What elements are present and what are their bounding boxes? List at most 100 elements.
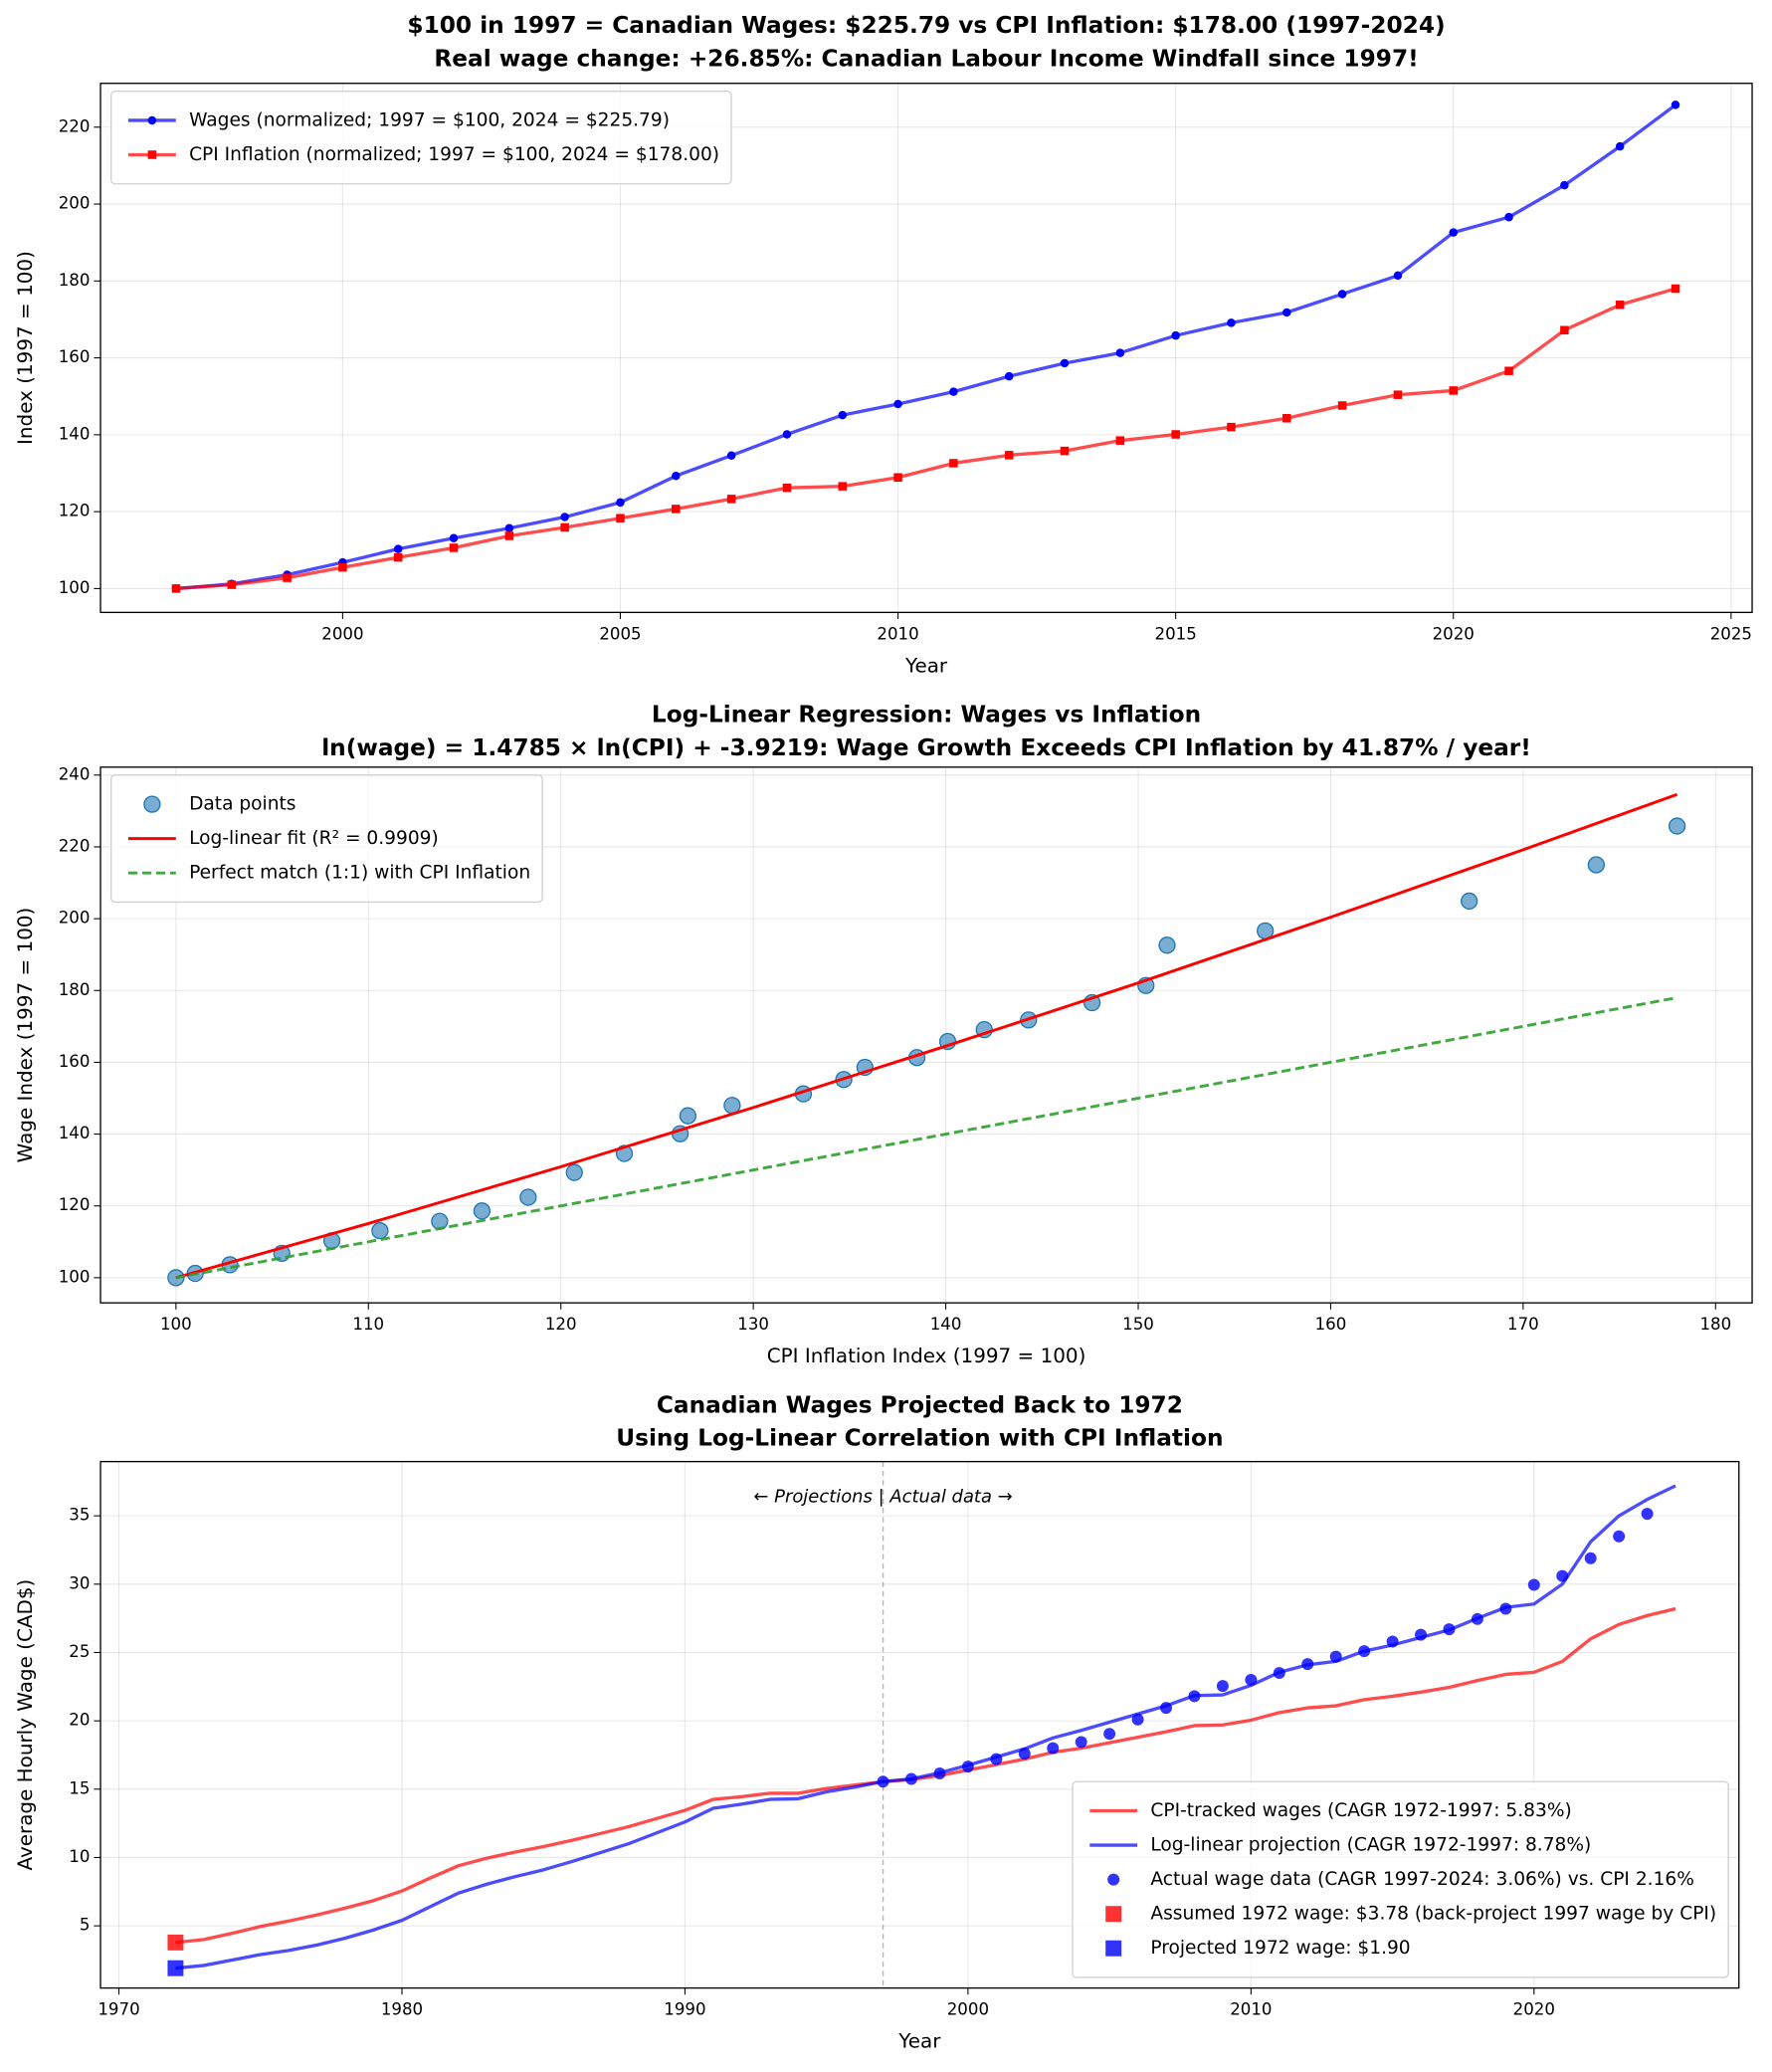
y-tick-label: 240 [59,764,91,783]
marker [893,473,902,483]
marker [1103,1728,1116,1741]
marker [1556,1569,1569,1582]
legend-label: Projected 1972 wage: $1.90 [1150,1938,1410,1959]
marker [393,544,403,553]
y-tick-label: 15 [69,1778,90,1797]
marker [1587,856,1606,874]
legend-frame [109,91,732,185]
marker [504,523,514,533]
marker [782,430,792,439]
chart-panel: $100 in 1997 = Canadian Wages: $225.79 v… [14,12,1753,677]
legend-label: CPI-tracked wages (CAGR 1972-1997: 5.83%… [1150,1800,1571,1821]
y-tick-label: 5 [80,1916,91,1935]
marker [1047,1742,1060,1755]
marker [1105,1940,1122,1957]
marker [1560,180,1569,190]
marker [371,1221,389,1240]
series-line [175,996,1677,1280]
plot-frame [99,83,1753,614]
marker [1115,348,1125,357]
marker [933,1767,946,1779]
series-line [175,287,1676,591]
marker [949,459,958,468]
marker [1671,284,1680,294]
x-tick-label: 1970 [98,2000,139,2019]
marker [393,552,403,562]
marker [1504,366,1513,375]
marker [1668,817,1686,835]
chart-subtitle: Using Log-Linear Correlation with CPI In… [616,1425,1223,1452]
marker [877,1775,889,1788]
legend-label: Wages (normalized; 1997 = $100, 2024 = $… [189,109,670,130]
marker [1171,330,1180,340]
marker [560,522,569,532]
marker [1415,1628,1428,1641]
marker [560,513,569,521]
series-line [175,104,1677,591]
marker [473,1202,492,1220]
marker [1461,892,1478,911]
marker [449,533,459,543]
marker [1107,1873,1120,1886]
marker [1393,271,1403,281]
legend-frame [1072,1780,1729,1978]
marker [1615,301,1625,310]
x-tick-label: 130 [737,1315,769,1334]
legend-label: Actual wage data (CAGR 1997-2024: 3.06%)… [1150,1869,1694,1890]
y-tick-label: 30 [69,1573,90,1592]
marker [1499,1602,1512,1615]
x-tick-label: 2020 [1433,624,1475,643]
marker [449,543,459,552]
marker [1131,1713,1144,1726]
legend-label: Perfect match (1:1) with CPI Inflation [189,863,530,884]
marker [143,795,161,813]
x-tick-label: 2000 [947,2000,989,2019]
y-tick-label: 140 [59,1124,91,1142]
marker [961,1761,974,1773]
marker [1158,936,1176,954]
marker [1227,318,1236,327]
y-tick-label: 160 [59,347,91,366]
x-tick-label: 2020 [1513,2000,1555,2019]
x-tick-label: 150 [1122,1315,1154,1334]
marker [1301,1658,1314,1671]
marker [1584,1552,1597,1564]
marker [1282,413,1291,423]
legend-label: Data points [189,794,295,815]
marker [1245,1673,1258,1686]
marker [1358,1645,1371,1658]
x-axis-label: CPI Inflation Index (1997 = 100) [767,1345,1086,1367]
legend-items: Data points Log-linear fit (R² = 0.9909) P… [127,794,530,884]
x-tick-label: 170 [1507,1315,1539,1334]
x-tick-label: 2000 [321,624,363,643]
marker [1282,308,1291,317]
marker [1527,1578,1540,1591]
marker [283,573,292,582]
marker [1449,386,1458,395]
marker [679,1107,697,1125]
marker [1115,436,1125,445]
y-axis-label: Wage Index (1997 = 100) [14,908,37,1163]
marker [1004,451,1014,460]
marker [1160,1702,1172,1715]
marker [838,410,848,420]
marker [949,387,958,396]
legend-marker [147,115,157,125]
marker [1337,401,1347,410]
chart-subtitle: Real wage change: +26.85%: Canadian Labo… [434,45,1418,72]
y-tick-label: 35 [69,1506,90,1525]
marker [1018,1748,1031,1761]
marker [1227,422,1236,432]
x-tick-label: 120 [545,1315,577,1334]
marker [1449,228,1458,237]
y-axis-label: Average Hourly Wage (CAD$) [14,1579,37,1871]
series-line [175,792,1678,1280]
x-tick-label: 1980 [381,2000,423,2019]
x-tick-label: 100 [160,1315,192,1334]
marker [1060,446,1070,456]
marker [431,1212,449,1230]
y-tick-label: 200 [59,194,91,213]
marker [167,1934,184,1951]
